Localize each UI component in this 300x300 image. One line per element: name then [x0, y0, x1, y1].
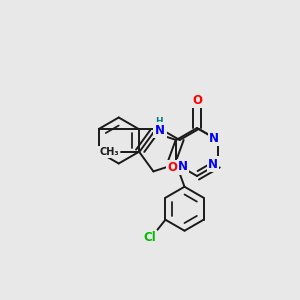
Text: N: N	[208, 158, 218, 170]
Text: O: O	[167, 161, 177, 174]
Text: CH₃: CH₃	[99, 147, 119, 157]
Text: N: N	[209, 131, 219, 145]
Text: O: O	[192, 94, 202, 106]
Text: N: N	[155, 124, 165, 137]
Text: N: N	[178, 160, 188, 173]
Text: Cl: Cl	[143, 231, 156, 244]
Text: N: N	[154, 124, 165, 136]
Text: H: H	[155, 118, 162, 127]
